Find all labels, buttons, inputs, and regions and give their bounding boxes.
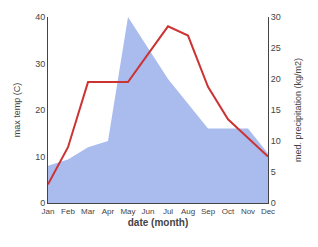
svg-text:Sep: Sep: [201, 207, 216, 216]
svg-text:max temp (C): max temp (C): [12, 83, 22, 138]
svg-text:15: 15: [271, 105, 281, 115]
svg-text:Nov: Nov: [241, 207, 255, 216]
svg-text:med. precipitation (kg/m2): med. precipitation (kg/m2): [293, 58, 303, 162]
svg-text:20: 20: [271, 74, 281, 84]
svg-text:30: 30: [271, 12, 281, 22]
svg-text:Jan: Jan: [42, 207, 55, 216]
svg-text:5: 5: [271, 167, 276, 177]
svg-text:Mar: Mar: [81, 207, 95, 216]
svg-text:Feb: Feb: [61, 207, 75, 216]
svg-text:Oct: Oct: [222, 207, 235, 216]
svg-text:10: 10: [271, 136, 281, 146]
svg-text:30: 30: [35, 59, 45, 69]
svg-text:40: 40: [35, 12, 45, 22]
svg-text:Apr: Apr: [102, 207, 115, 216]
svg-text:Aug: Aug: [181, 207, 195, 216]
svg-text:10: 10: [35, 152, 45, 162]
svg-text:Dec: Dec: [261, 207, 275, 216]
svg-text:May: May: [120, 207, 135, 216]
svg-text:0: 0: [40, 198, 45, 208]
svg-text:25: 25: [271, 43, 281, 53]
svg-text:20: 20: [35, 105, 45, 115]
svg-text:Jul: Jul: [163, 207, 173, 216]
svg-text:date (month): date (month): [128, 217, 189, 228]
svg-text:0: 0: [271, 198, 276, 208]
svg-text:Jun: Jun: [142, 207, 155, 216]
